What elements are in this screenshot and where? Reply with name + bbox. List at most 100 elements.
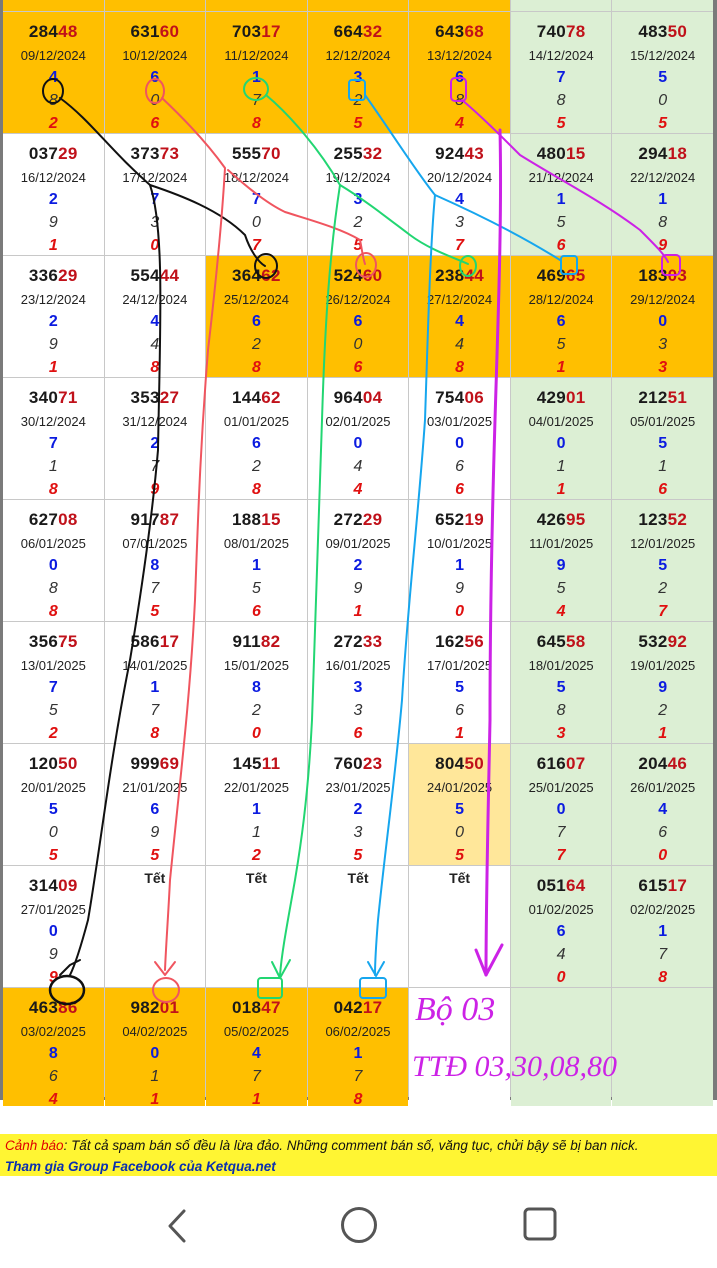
digit-red: 9 <box>150 481 160 498</box>
digit-blue: 7 <box>48 435 58 452</box>
number-head: 643 <box>435 22 465 41</box>
number-tail: 95 <box>566 510 586 529</box>
digit-red: 6 <box>353 725 363 742</box>
number-head: 664 <box>333 22 363 41</box>
facebook-group-link[interactable]: Tham gia Group Facebook của Ketqua.net <box>5 1159 276 1174</box>
number-head: 911 <box>232 632 261 651</box>
digit-gray: 8 <box>556 92 566 109</box>
result-cell: 92443 20/12/2024 4 3 7 <box>409 134 510 255</box>
digit-gray: 2 <box>251 336 261 353</box>
digit-red: 3 <box>556 725 566 742</box>
number-tail: 29 <box>362 510 383 529</box>
result-date: 12/01/2025 <box>630 536 696 551</box>
digit-blue: 4 <box>455 313 465 330</box>
digit-gray: 0 <box>658 92 668 109</box>
digit-blue: 5 <box>556 679 566 696</box>
result-number: 23844 <box>409 266 510 286</box>
number-head: 652 <box>435 510 465 529</box>
digit-red: 5 <box>150 847 160 864</box>
number-head: 037 <box>28 144 59 163</box>
number-tail: 01 <box>566 388 586 407</box>
result-number: 05164 <box>511 876 612 896</box>
home-icon[interactable] <box>338 1204 380 1246</box>
digit-red: 2 <box>48 725 58 742</box>
android-nav-bar <box>0 1180 717 1268</box>
result-date: 25/12/2024 <box>223 292 289 307</box>
number-tail: 32 <box>362 144 383 163</box>
digit-blue: 1 <box>658 191 668 208</box>
digit-blue: 8 <box>150 557 160 574</box>
result-cell: 48350 15/12/2024 5 0 5 <box>612 12 713 133</box>
digit-red: 8 <box>150 359 160 376</box>
result-date: 26/01/2025 <box>630 780 696 795</box>
result-cell: 55444 24/12/2024 4 4 8 <box>104 256 206 377</box>
number-tail: 52 <box>667 510 688 529</box>
result-number: 18815 <box>206 510 307 530</box>
back-icon[interactable] <box>158 1206 198 1246</box>
digit-blue: 4 <box>455 191 465 208</box>
number-head: 123 <box>638 510 668 529</box>
result-cell: 29418 22/12/2024 1 8 9 <box>612 134 713 255</box>
result-number: 04217 <box>308 998 409 1018</box>
digit-red: 1 <box>556 359 566 376</box>
prev-row-strip <box>206 0 307 11</box>
digit-red: 7 <box>251 237 261 254</box>
digit-blue: 0 <box>48 557 58 574</box>
result-date: 08/01/2025 <box>223 536 289 551</box>
result-date: 06/01/2025 <box>20 536 86 551</box>
result-number: 61607 <box>511 754 612 774</box>
result-number: 28448 <box>3 22 104 42</box>
digit-blue: 9 <box>556 557 566 574</box>
number-tail: 17 <box>159 632 180 651</box>
result-date: 24/01/2025 <box>427 780 493 795</box>
digit-red: 5 <box>658 115 668 132</box>
digit-red: 1 <box>556 481 566 498</box>
result-number: 12050 <box>3 754 104 774</box>
number-head: 615 <box>638 876 668 895</box>
number-tail: 23 <box>362 754 383 773</box>
result-cell: 99969 21/01/2025 6 9 5 <box>104 744 206 865</box>
notice-banner: Cảnh báo: Tất cả spam bán số đều là lừa … <box>0 1134 717 1176</box>
number-head: 188 <box>232 510 262 529</box>
number-head: 204 <box>638 754 668 773</box>
number-head: 426 <box>536 510 566 529</box>
result-number: 62708 <box>3 510 104 530</box>
number-head: 964 <box>333 388 363 407</box>
number-head: 255 <box>333 144 363 163</box>
number-tail: 44 <box>464 266 484 285</box>
holiday-cell: Tết <box>307 866 409 987</box>
number-head: 463 <box>28 998 59 1017</box>
digit-gray: 5 <box>48 702 58 719</box>
result-number: 48015 <box>511 144 612 164</box>
number-tail: 06 <box>464 388 484 407</box>
digit-gray: 1 <box>658 458 668 475</box>
digit-blue: 5 <box>658 557 668 574</box>
number-head: 524 <box>333 266 363 285</box>
digit-gray: 6 <box>455 458 465 475</box>
digit-gray: 7 <box>150 580 160 597</box>
number-tail: 01 <box>159 998 180 1017</box>
digit-blue: 0 <box>455 435 465 452</box>
number-head: 212 <box>638 388 668 407</box>
digit-gray: 3 <box>455 214 465 231</box>
result-number: 35327 <box>105 388 206 408</box>
recents-icon[interactable] <box>520 1204 560 1244</box>
result-number: 80450 <box>409 754 510 774</box>
number-head: 645 <box>536 632 566 651</box>
number-head: 144 <box>232 388 262 407</box>
number-tail: 87 <box>159 510 180 529</box>
number-head: 364 <box>232 266 262 285</box>
result-cell: 46965 28/12/2024 6 5 1 <box>510 256 612 377</box>
result-cell: 48015 21/12/2024 1 5 6 <box>510 134 612 255</box>
digit-blue: 6 <box>251 313 261 330</box>
result-cell: 61607 25/01/2025 0 7 7 <box>510 744 612 865</box>
result-date: 04/02/2025 <box>122 1024 188 1039</box>
number-tail: 62 <box>261 388 281 407</box>
digit-red: 0 <box>658 847 668 864</box>
digit-red: 0 <box>455 603 465 620</box>
number-head: 480 <box>536 144 566 163</box>
digit-red: 8 <box>658 969 668 986</box>
result-cell: 98201 04/02/2025 0 1 1 <box>104 988 206 1106</box>
result-number: 64368 <box>409 22 510 42</box>
digit-gray: 3 <box>353 824 363 841</box>
